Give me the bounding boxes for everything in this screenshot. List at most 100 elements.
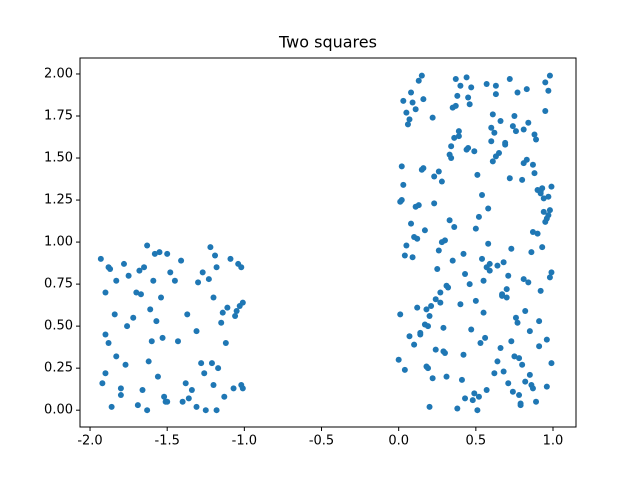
point (144, 407, 151, 414)
point (468, 326, 475, 333)
point (506, 175, 513, 182)
point (426, 313, 433, 320)
y-tick-label: 0.00 (44, 403, 73, 418)
point (411, 341, 418, 348)
point (452, 102, 459, 109)
point (174, 338, 181, 345)
point (525, 279, 532, 286)
point (432, 346, 439, 353)
y-tick-label: 1.75 (44, 108, 73, 123)
point (526, 371, 533, 378)
point (415, 202, 422, 209)
point (472, 297, 479, 304)
point (483, 264, 490, 271)
point (548, 269, 555, 276)
point (153, 318, 160, 325)
point (425, 323, 432, 330)
point (105, 339, 112, 346)
point (485, 240, 492, 247)
point (414, 304, 421, 311)
point (154, 373, 161, 380)
y-tick-label: 0.50 (44, 319, 73, 334)
point (522, 378, 529, 385)
point (113, 277, 120, 284)
point (401, 366, 408, 373)
point (508, 338, 515, 345)
point (516, 392, 523, 399)
point (540, 195, 547, 202)
y-tick-label: 1.50 (44, 151, 73, 166)
point (151, 250, 158, 257)
point (124, 323, 131, 330)
point (457, 82, 464, 89)
x-tick-label: -0.5 (309, 434, 334, 449)
point (466, 101, 473, 108)
point (178, 257, 185, 264)
y-tick-label: 1.00 (44, 235, 73, 250)
point (212, 252, 219, 259)
point (431, 200, 438, 207)
point (479, 192, 486, 199)
point (102, 289, 109, 296)
point (434, 265, 441, 272)
point (505, 380, 512, 387)
point (462, 395, 469, 402)
point (401, 252, 408, 259)
point (239, 385, 246, 392)
point (460, 250, 467, 257)
point (158, 294, 165, 301)
point (466, 281, 473, 288)
point (474, 407, 481, 414)
point (232, 313, 239, 320)
point (397, 198, 404, 205)
point (448, 155, 455, 162)
point (437, 289, 444, 296)
point (545, 193, 552, 200)
point (545, 87, 552, 94)
point (465, 144, 472, 151)
point (428, 302, 435, 309)
point (227, 255, 234, 262)
point (523, 86, 530, 93)
y-tick-label: 0.75 (44, 277, 73, 292)
point (164, 398, 171, 405)
point (529, 228, 536, 235)
point (139, 387, 146, 394)
point (472, 225, 479, 232)
point (403, 109, 410, 116)
point (107, 265, 114, 272)
point (145, 358, 152, 365)
point (161, 393, 168, 400)
y-tick-label: 2.00 (44, 66, 73, 81)
point (97, 255, 104, 262)
point (502, 141, 509, 148)
point (539, 244, 546, 251)
point (548, 183, 555, 190)
point (441, 350, 448, 357)
point (537, 287, 544, 294)
point (474, 171, 481, 178)
point (500, 368, 507, 375)
point (210, 381, 217, 388)
point (462, 271, 469, 278)
point (495, 149, 502, 156)
point (497, 118, 504, 125)
point (533, 398, 540, 405)
point (503, 286, 510, 293)
point (404, 121, 411, 128)
point (523, 156, 530, 163)
point (167, 269, 174, 276)
point (489, 111, 496, 118)
point (546, 72, 553, 79)
point (397, 311, 404, 318)
point (483, 387, 490, 394)
point (188, 387, 195, 394)
point (409, 254, 416, 261)
point (529, 385, 536, 392)
point (148, 338, 155, 345)
point (406, 116, 413, 123)
chart-title: Two squares (278, 33, 377, 52)
point (213, 407, 220, 414)
point (239, 299, 246, 306)
